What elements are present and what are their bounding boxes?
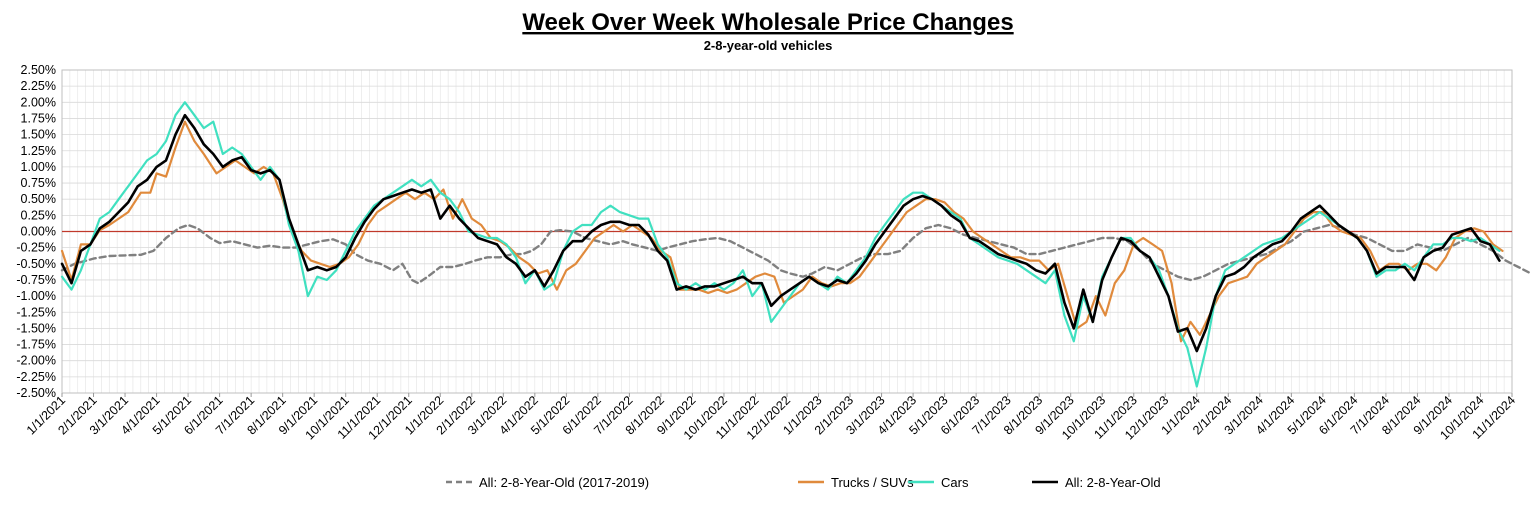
- legend-label: Trucks / SUVs: [831, 475, 914, 490]
- x-axis-ticks: 1/1/20212/1/20213/1/20214/1/20215/1/2021…: [24, 393, 1518, 442]
- y-tick-label: 1.50%: [21, 128, 56, 142]
- y-tick-label: 2.25%: [21, 79, 56, 93]
- series-line-all-2-8-year-old: [60, 113, 1501, 353]
- y-tick-label: -2.50%: [16, 386, 56, 400]
- y-tick-label: -0.50%: [16, 257, 56, 271]
- y-tick-label: 0.75%: [21, 176, 56, 190]
- series-line-cars: [60, 101, 1501, 388]
- y-tick-label: 2.00%: [21, 95, 56, 109]
- y-tick-label: -1.00%: [16, 289, 56, 303]
- y-tick-label: 1.25%: [21, 144, 56, 158]
- legend-label: Cars: [941, 475, 969, 490]
- legend-label: All: 2-8-Year-Old: [1065, 475, 1161, 490]
- y-tick-label: -1.50%: [16, 321, 56, 335]
- y-tick-label: -0.25%: [16, 241, 56, 255]
- y-tick-label: -2.00%: [16, 354, 56, 368]
- y-tick-label: 0.00%: [21, 225, 56, 239]
- y-tick-label: -0.75%: [16, 273, 56, 287]
- y-tick-label: -2.25%: [16, 370, 56, 384]
- series-line-trucks-suvs: [60, 120, 1504, 343]
- y-tick-label: -1.25%: [16, 305, 56, 319]
- y-tick-label: 0.25%: [21, 208, 56, 222]
- legend: All: 2-8-Year-Old (2017-2019) Trucks / SU…: [446, 475, 1161, 490]
- y-tick-label: 1.00%: [21, 160, 56, 174]
- series-lines: [60, 101, 1533, 388]
- series-line-all-2-8-year-old-2017-2019: [60, 223, 1533, 285]
- y-tick-label: 0.50%: [21, 192, 56, 206]
- chart-title: Week Over Week Wholesale Price Changes: [522, 9, 1013, 36]
- chart-subtitle: 2-8-year-old vehicles: [704, 38, 833, 53]
- y-axis-ticks: 2.50% 2.25% 2.00% 1.75% 1.50% 1.25% 1.00% 0.75%…: [16, 63, 56, 400]
- y-tick-label: 1.75%: [21, 111, 56, 125]
- y-tick-label: 2.50%: [21, 63, 56, 77]
- legend-label: All: 2-8-Year-Old (2017-2019): [479, 475, 649, 490]
- y-tick-label: -1.75%: [16, 338, 56, 352]
